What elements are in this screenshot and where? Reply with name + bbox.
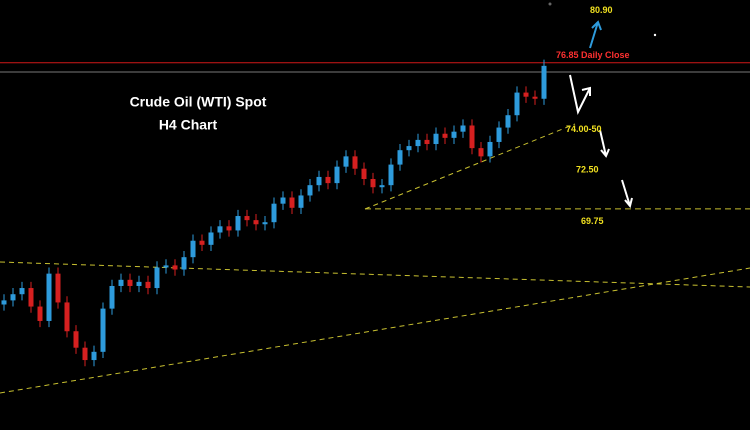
candle-body — [397, 150, 403, 165]
candle-body — [451, 131, 457, 138]
level-label: 69.75 — [581, 216, 604, 226]
candle-body — [145, 281, 151, 289]
candle-body — [118, 279, 124, 286]
candle-body — [181, 257, 187, 270]
candle-body — [514, 92, 520, 116]
candle-body — [46, 273, 52, 321]
candle-body — [469, 125, 475, 149]
candle-body — [190, 240, 196, 258]
candle-body — [433, 133, 439, 145]
candle-body — [379, 185, 385, 188]
candle-body — [64, 302, 70, 332]
level-label: 72.50 — [576, 165, 599, 175]
arrow — [569, 74, 591, 115]
candle-body — [226, 226, 232, 231]
candle-body — [37, 306, 43, 321]
candle-body — [505, 115, 511, 128]
arrow — [621, 179, 633, 209]
arrow — [599, 129, 610, 158]
candle-body — [235, 216, 241, 231]
candle-body — [208, 232, 214, 245]
candle-body — [1, 300, 7, 305]
candle-body — [532, 96, 538, 99]
level-label: 74.00-50 — [566, 124, 602, 134]
dot — [548, 2, 552, 6]
candle-body — [127, 279, 133, 286]
candle-body — [523, 92, 529, 97]
candle-body — [154, 267, 160, 289]
candle-body — [100, 308, 106, 352]
candle-body — [487, 141, 493, 157]
candle-body — [82, 347, 88, 361]
candle-body — [478, 148, 484, 157]
candle-body — [325, 176, 331, 184]
candle-body — [244, 216, 250, 221]
chart-subtitle: H4 Chart — [159, 117, 218, 133]
candle-body — [343, 156, 349, 167]
drawings — [0, 2, 750, 394]
trend-line — [0, 267, 750, 394]
candle-body — [91, 351, 97, 361]
candle-body — [460, 125, 466, 132]
candle-body — [136, 281, 142, 286]
candle-body — [262, 222, 268, 225]
candle-body — [496, 127, 502, 142]
candle-body — [298, 195, 304, 208]
candle-body — [280, 197, 286, 204]
candle-body — [289, 197, 295, 208]
candle-body — [541, 65, 547, 99]
candle-body — [370, 178, 376, 188]
candle-body — [352, 156, 358, 169]
candle-body — [361, 168, 367, 179]
candle-body — [28, 288, 34, 307]
chart-title: Crude Oil (WTI) Spot — [130, 94, 267, 110]
dot — [653, 33, 657, 37]
candle-body — [73, 331, 79, 348]
candle-body — [424, 139, 430, 145]
trend-line — [364, 123, 576, 210]
trend-line — [0, 261, 750, 288]
candle-body — [316, 176, 322, 186]
candle-body — [253, 220, 259, 225]
candle-body — [217, 226, 223, 233]
candle-body — [163, 265, 169, 268]
candle-body — [55, 273, 61, 303]
arrow — [589, 20, 602, 49]
candle-body — [271, 203, 277, 223]
candle-body — [406, 146, 412, 151]
level-label: 80.90 — [590, 5, 613, 15]
candle-body — [415, 139, 421, 147]
candle-body — [19, 288, 25, 295]
candle-body — [307, 185, 313, 196]
candle-body — [172, 265, 178, 270]
candle-body — [199, 240, 205, 245]
candle-body — [388, 164, 394, 186]
level-label: 76.85 Daily Close — [556, 50, 630, 60]
candle-body — [442, 133, 448, 138]
candle-body — [334, 166, 340, 184]
candle-body — [10, 294, 16, 301]
candle-body — [109, 285, 115, 309]
